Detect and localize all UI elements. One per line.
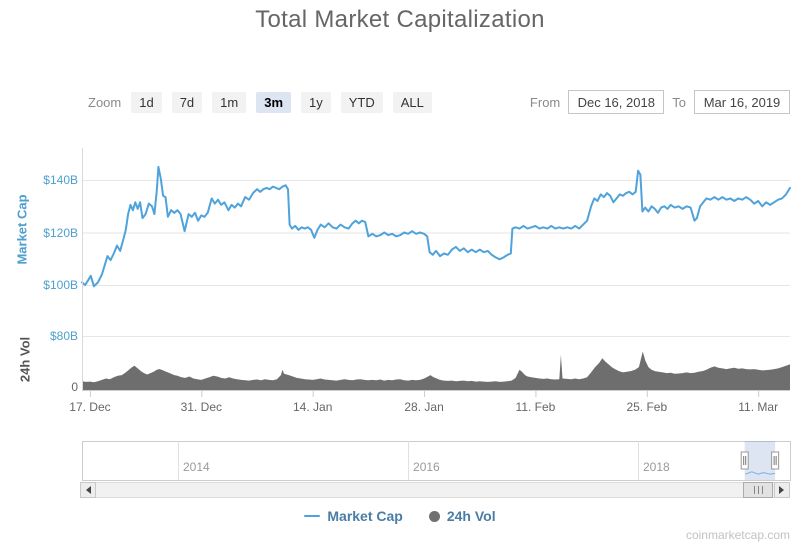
to-label: To bbox=[672, 94, 686, 110]
zoom-button-1d[interactable]: 1d bbox=[131, 91, 162, 113]
navigator-year-label: 2016 bbox=[413, 460, 440, 474]
page-title: Total Market Capitalization bbox=[255, 6, 545, 33]
x-axis-tick-label: 17. Dec bbox=[69, 400, 111, 414]
navigator-handle-left[interactable] bbox=[740, 451, 749, 470]
legend-label-market-cap: Market Cap bbox=[327, 508, 403, 524]
market-cap-tick-label: $100B bbox=[43, 278, 78, 292]
legend-label-24h-vol: 24h Vol bbox=[446, 508, 496, 524]
watermark-credit: coinmarketcap.com bbox=[685, 528, 790, 542]
volume-tick-label: 0 bbox=[71, 380, 78, 394]
chart-toolbar: Zoom 1d 7d 1m 3m 1y YTD ALL From To bbox=[88, 90, 790, 114]
zoom-button-3m[interactable]: 3m bbox=[256, 91, 292, 113]
zoom-button-ytd[interactable]: YTD bbox=[340, 91, 383, 113]
circle-marker-icon bbox=[428, 510, 440, 522]
navigator-year-label: 2014 bbox=[183, 460, 210, 474]
x-axis-tick-label: 28. Jan bbox=[404, 400, 444, 414]
zoom-button-1y[interactable]: 1y bbox=[301, 91, 331, 113]
navigator-series bbox=[745, 471, 776, 475]
line-marker-icon bbox=[304, 515, 321, 517]
market-cap-series bbox=[81, 165, 791, 288]
from-label: From bbox=[529, 94, 561, 110]
to-date-input[interactable] bbox=[694, 90, 790, 114]
x-axis-tick-label: 11. Mar bbox=[738, 400, 779, 414]
zoom-label: Zoom bbox=[88, 94, 122, 110]
navigator-outline bbox=[82, 441, 791, 481]
x-axis-tick-label: 31. Dec bbox=[180, 400, 222, 414]
navigator-year-label: 2018 bbox=[642, 460, 670, 474]
market-cap-tick-label: $140B bbox=[43, 173, 78, 187]
volume-tick-label: $80B bbox=[49, 329, 78, 343]
x-axis-tick-label: 11. Feb bbox=[515, 400, 556, 414]
zoom-button-1m[interactable]: 1m bbox=[212, 91, 247, 113]
x-axis-tick-label: 25. Feb bbox=[626, 400, 668, 414]
scrollbar-track[interactable] bbox=[80, 482, 790, 498]
date-range-inputs: From To bbox=[530, 90, 790, 114]
zoom-range-buttons: 1d 7d 1m 3m 1y YTD ALL bbox=[131, 91, 432, 113]
zoom-button-7d[interactable]: 7d bbox=[171, 91, 203, 113]
scroll-left-arrow-icon bbox=[86, 486, 91, 494]
scroll-right-arrow-icon bbox=[779, 486, 784, 494]
legend-item-market-cap[interactable]: Market Cap bbox=[304, 508, 403, 524]
navigator-handle-right[interactable] bbox=[771, 451, 780, 470]
legend-item-24h-vol[interactable]: 24h Vol bbox=[428, 508, 496, 524]
x-axis-tick-label: 14. Jan bbox=[293, 400, 333, 414]
legend: Market Cap 24h Vol bbox=[0, 508, 800, 524]
zoom-button-all[interactable]: ALL bbox=[392, 91, 432, 113]
from-date-input[interactable] bbox=[568, 90, 665, 114]
market-cap-tick-label: $120B bbox=[43, 225, 78, 240]
volume-series bbox=[82, 351, 790, 390]
